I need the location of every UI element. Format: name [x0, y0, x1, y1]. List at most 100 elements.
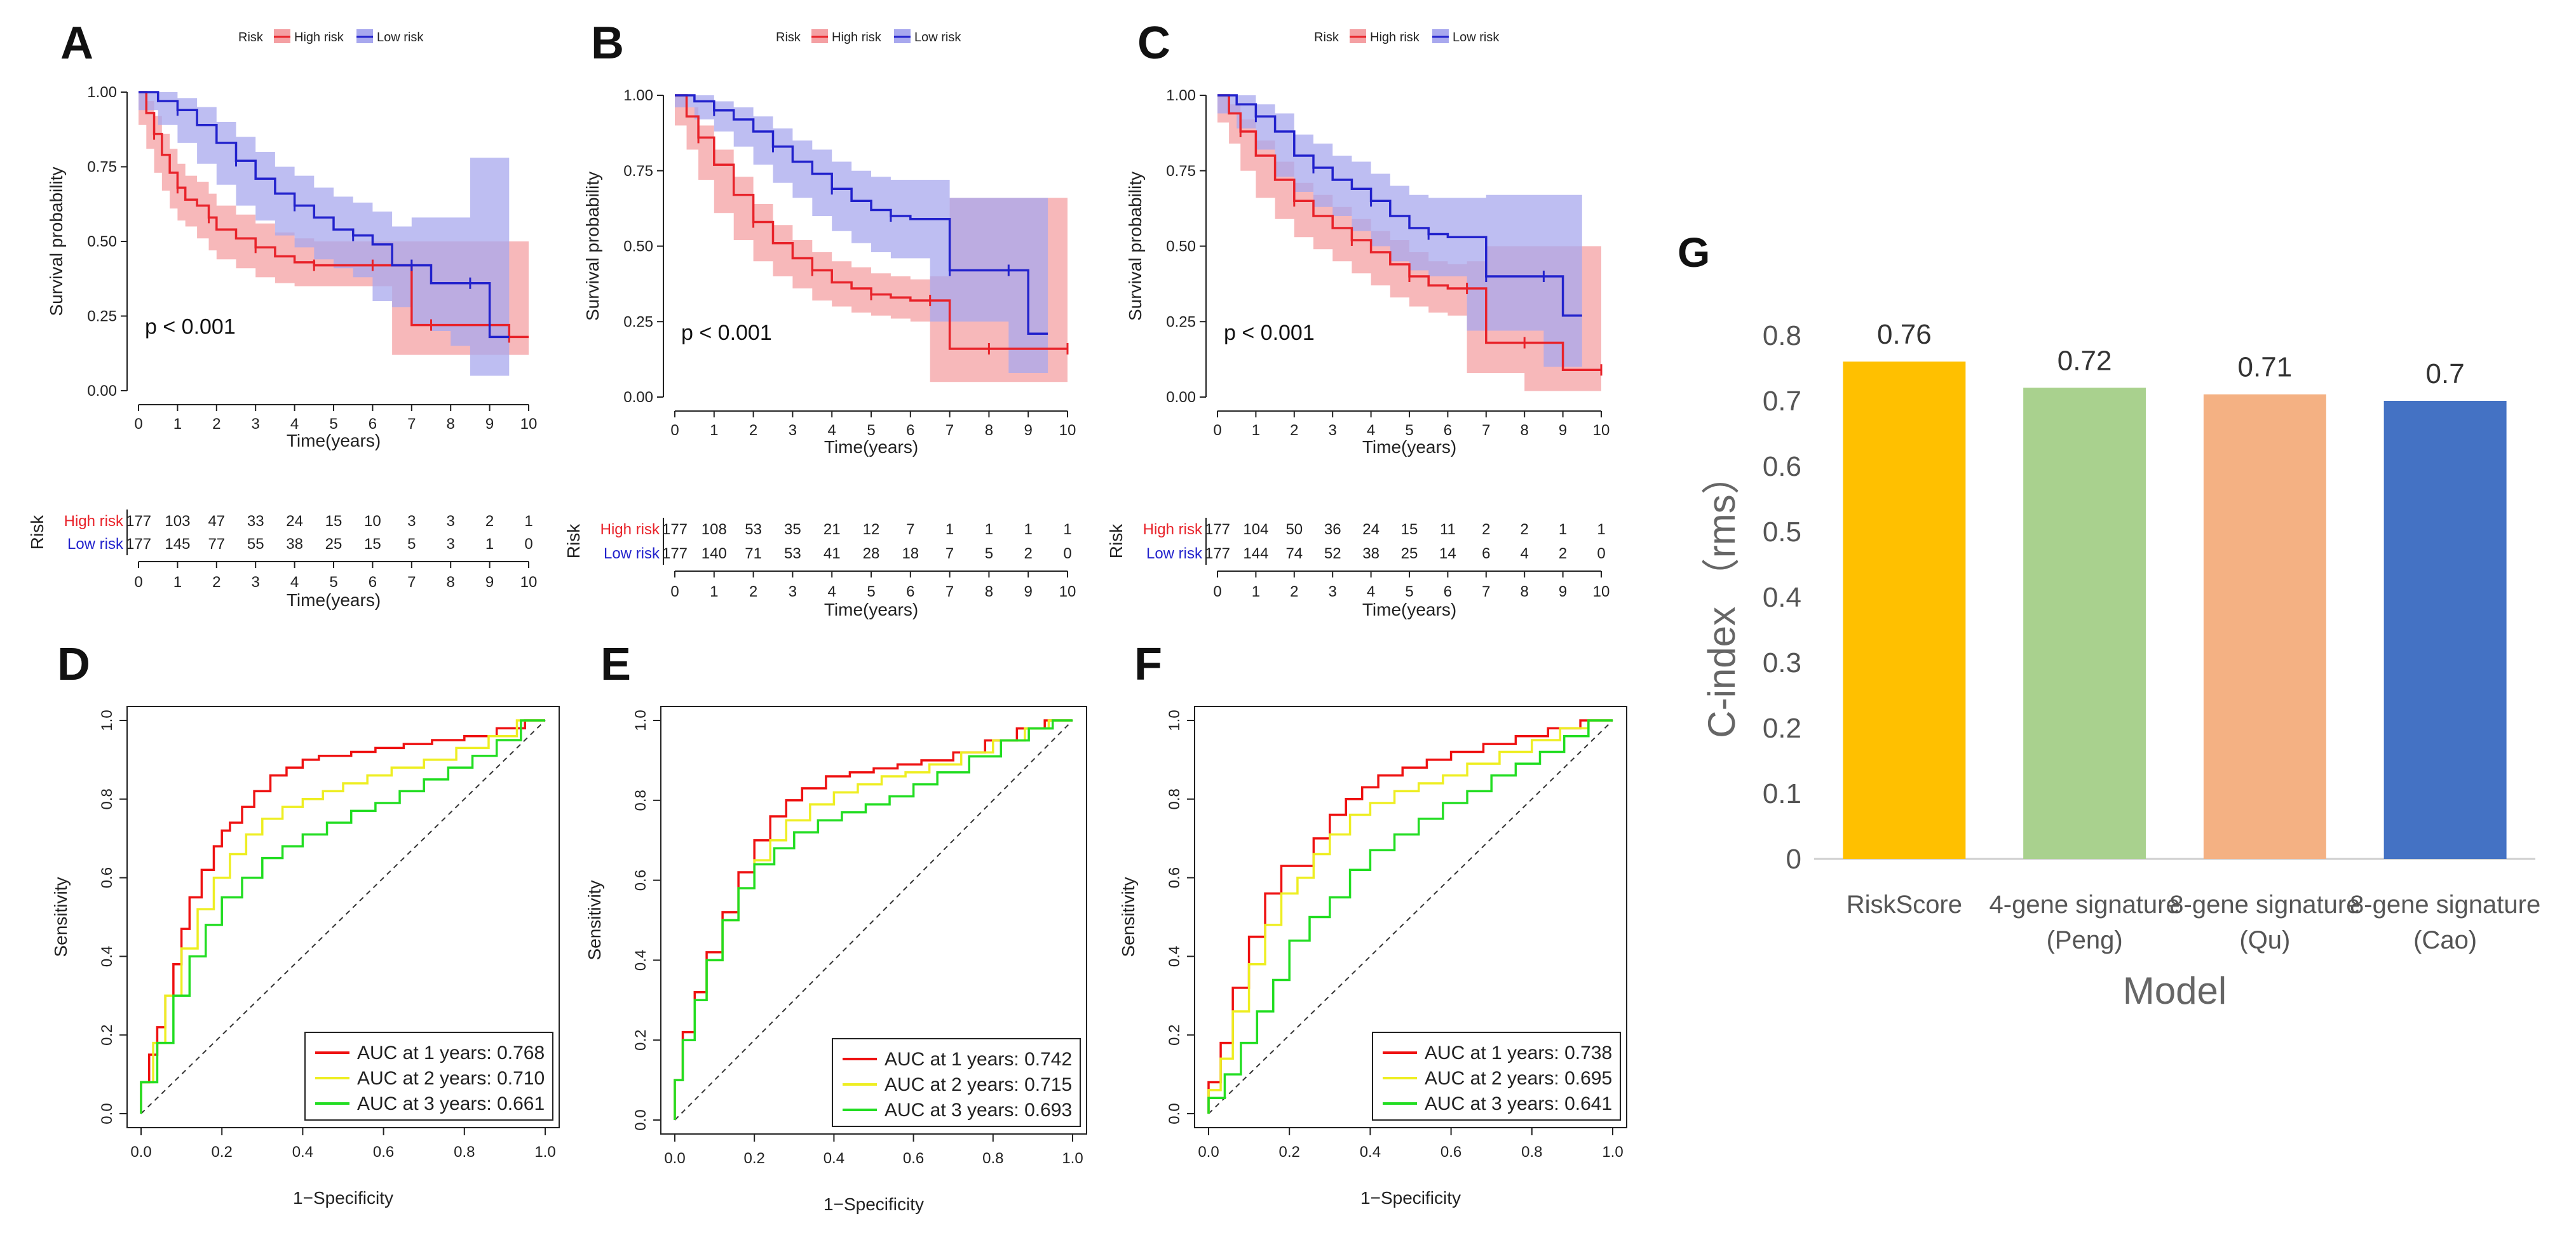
x-tick-label: 0.2: [212, 1144, 233, 1161]
y-tick-label: 0.2: [1763, 713, 1801, 744]
y-axis-title: Sensitivity: [51, 877, 71, 957]
risk-count-low: 3: [447, 536, 455, 553]
risk-count-high: 47: [208, 513, 225, 530]
y-tick-label: 0.0: [98, 1103, 116, 1124]
survival-curve-high: [675, 94, 1068, 350]
roc-curve-2: [140, 719, 545, 1114]
legend-title: Risk: [238, 30, 264, 44]
x-tick-label: 0.6: [373, 1144, 394, 1161]
y-tick-label: 0.50: [1166, 238, 1196, 255]
x-tick-label: 10: [1593, 422, 1610, 439]
y-tick-label: 0.00: [623, 389, 653, 406]
y-axis-title: Survival probability: [1125, 172, 1145, 321]
x-tick-label: 0.2: [744, 1150, 765, 1167]
risk-count-high: 2: [1521, 521, 1529, 538]
x-tick-label: 3: [789, 422, 797, 439]
bar-value-label: 0.71: [2238, 352, 2293, 383]
plot-frame: [1194, 706, 1627, 1128]
y-tick-label: 0.2: [1166, 1025, 1183, 1046]
x-tick-label: 9: [1024, 422, 1033, 439]
x-tick-label: 0.8: [454, 1144, 475, 1161]
x-tick-label: 4: [290, 415, 299, 433]
y-tick-label: 1.00: [87, 84, 117, 101]
x-tick-label: 0.0: [130, 1144, 151, 1161]
risk-count-high: 3: [447, 513, 455, 530]
risk-table-x-tick-label: 5: [867, 583, 875, 600]
y-tick-label: 0.50: [87, 233, 117, 250]
risk-count-high: 177: [662, 521, 688, 538]
panel-label: A: [60, 18, 93, 69]
risk-count-high: 7: [906, 521, 914, 538]
roc-curve-2: [1207, 719, 1613, 1114]
risk-count-high: 1: [946, 521, 954, 538]
roc-legend-box: [304, 1032, 553, 1121]
y-tick-label: 0.5: [1763, 516, 1801, 548]
risk-table-x-axis-title: Time(years): [1362, 600, 1456, 619]
risk-count-high: 2: [485, 513, 494, 530]
panel-label: G: [1678, 229, 1710, 276]
panel-label: C: [1137, 18, 1170, 69]
legend-label-low: Low risk: [377, 30, 424, 44]
legend-title: Risk: [1314, 30, 1339, 44]
risk-count-low: 25: [1401, 545, 1418, 562]
x-tick-label: 1: [1252, 422, 1260, 439]
y-tick-label: 0.8: [1763, 320, 1801, 351]
roc-legend-label: AUC at 2 years: 0.715: [885, 1074, 1072, 1095]
legend-label-high: High risk: [1370, 30, 1420, 44]
y-tick-label: 0.4: [632, 950, 649, 971]
risk-count-low: 177: [126, 536, 151, 553]
roc-legend-box: [832, 1038, 1081, 1127]
y-tick-label: 0.6: [98, 867, 116, 888]
y-tick-label: 0.75: [1166, 163, 1196, 180]
x-tick-label: 0.0: [1198, 1144, 1219, 1161]
y-tick-label: 0.4: [98, 946, 116, 967]
risk-count-high: 36: [1324, 521, 1341, 538]
risk-count-high: 24: [1362, 521, 1380, 538]
x-tick-label: 9: [485, 415, 494, 433]
p-value: p < 0.001: [145, 315, 236, 339]
km-panel-A: A Risk High risk Low risk 0.00 0.25 0.50 0.75 1.…: [27, 18, 537, 610]
bar: [2203, 394, 2326, 859]
risk-count-low: 5: [985, 545, 993, 562]
x-tick-label: 1.0: [534, 1144, 555, 1161]
bar: [2023, 388, 2146, 859]
category-label: 4-gene signature: [1990, 891, 2180, 919]
risk-count-low: 55: [247, 536, 264, 553]
x-tick-label: 1.0: [1602, 1144, 1623, 1161]
y-tick-label: 0.25: [1166, 313, 1196, 330]
risk-table-x-tick-label: 6: [369, 574, 377, 591]
risk-table-x-tick-label: 7: [407, 574, 416, 591]
risk-count-low: 2: [1559, 545, 1567, 562]
panel-label: F: [1134, 639, 1162, 690]
y-tick-label: 0.4: [1763, 582, 1801, 613]
category-label: (Cao): [2413, 926, 2477, 954]
risk-count-high: 177: [126, 513, 151, 530]
plot-frame: [660, 706, 1087, 1135]
risk-count-low: 52: [1324, 545, 1341, 562]
risk-table-axis-label: Risk: [564, 523, 583, 558]
roc-panel-F: F 0.0 0.2 0.4 0.6 0.8 1.0 0.0 0.2 0.4 0.6 0.8 1.0 1−S…: [1118, 639, 1627, 1208]
y-axis-title: Survival probability: [46, 167, 66, 316]
roc-curve-3: [674, 719, 1073, 1120]
risk-table-row-label-high: High risk: [64, 513, 124, 530]
risk-count-high: 103: [165, 513, 190, 530]
x-tick-label: 10: [1059, 422, 1076, 439]
risk-count-high: 1: [1597, 521, 1605, 538]
x-tick-label: 0.8: [982, 1150, 1003, 1167]
reference-diagonal: [674, 720, 1073, 1121]
risk-count-low: 53: [784, 545, 801, 562]
risk-table-x-tick-label: 10: [1059, 583, 1076, 600]
survival-curve-high: [139, 91, 529, 339]
x-tick-label: 7: [946, 422, 954, 439]
risk-count-low: 5: [407, 536, 416, 553]
category-label: 8-gene signature: [2169, 891, 2360, 919]
survival-curve-low: [675, 94, 1048, 335]
y-tick-label: 1.00: [623, 87, 653, 104]
y-tick-label: 0.8: [1166, 788, 1183, 809]
risk-count-high: 11: [1440, 521, 1456, 538]
roc-legend-label: AUC at 1 years: 0.742: [885, 1049, 1072, 1070]
legend-label-low: Low risk: [914, 30, 961, 44]
y-axis-title: Survival probability: [583, 172, 602, 321]
category-label: (Qu): [2239, 926, 2290, 954]
